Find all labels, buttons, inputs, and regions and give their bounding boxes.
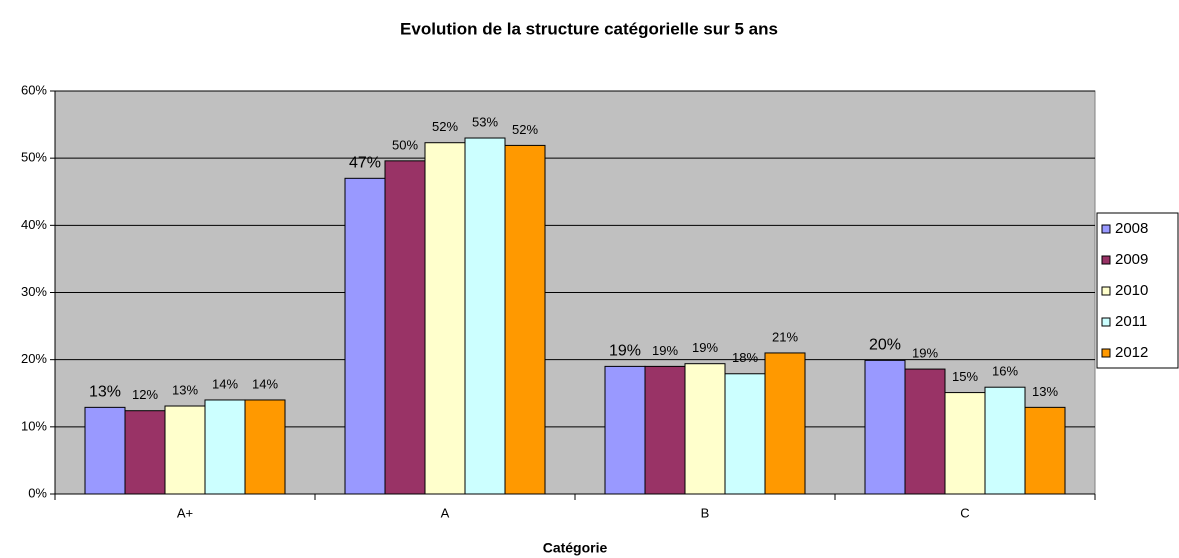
- value-label: 14%: [212, 376, 238, 391]
- y-tick-label: 10%: [21, 418, 47, 433]
- value-label: 12%: [132, 387, 158, 402]
- x-tick-label: B: [701, 505, 710, 520]
- value-label: 14%: [252, 376, 278, 391]
- bar: [684, 363, 726, 495]
- value-label: 13%: [172, 382, 198, 397]
- bar: [124, 410, 166, 495]
- legend-swatch: [1101, 224, 1111, 234]
- y-tick-label: 50%: [21, 150, 47, 165]
- bar: [764, 352, 806, 495]
- x-axis-title: Catégorie: [543, 540, 608, 556]
- value-label: 19%: [652, 343, 678, 358]
- value-label: 13%: [1032, 384, 1058, 399]
- value-label: 18%: [732, 350, 758, 365]
- x-tick-label: A: [441, 505, 450, 520]
- bar: [344, 177, 386, 495]
- bar: [864, 359, 906, 495]
- y-tick-label: 60%: [21, 82, 47, 97]
- y-tick-label: 40%: [21, 217, 47, 232]
- value-label: 16%: [992, 364, 1018, 379]
- bar: [944, 392, 986, 495]
- value-label: 15%: [952, 369, 978, 384]
- bar: [1024, 406, 1066, 495]
- value-label: 19%: [912, 346, 938, 361]
- bar: [424, 142, 466, 495]
- legend-label: 2011: [1115, 313, 1147, 330]
- y-tick-label: 30%: [21, 284, 47, 299]
- bar: [644, 365, 686, 495]
- legend-label: 2008: [1115, 220, 1148, 237]
- x-tick-label: C: [960, 505, 969, 520]
- chart-title: Evolution de la structure catégorielle s…: [400, 19, 778, 38]
- bar: [244, 399, 286, 495]
- y-tick-label: 20%: [21, 351, 47, 366]
- legend-swatch: [1101, 317, 1111, 327]
- value-label: 19%: [692, 340, 718, 355]
- bar: [204, 399, 246, 495]
- legend-label: 2012: [1115, 344, 1148, 361]
- bar: [904, 368, 946, 495]
- value-label: 20%: [869, 337, 901, 354]
- bar: [384, 160, 426, 495]
- legend-label: 2010: [1115, 282, 1148, 299]
- value-label: 13%: [89, 384, 121, 401]
- value-label: 50%: [392, 137, 418, 152]
- bar: [164, 405, 206, 495]
- bar: [504, 144, 546, 495]
- value-label: 52%: [432, 119, 458, 134]
- x-tick-label: A+: [177, 505, 193, 520]
- bar: [604, 365, 646, 495]
- value-label: 52%: [512, 122, 538, 137]
- legend-swatch: [1101, 255, 1111, 265]
- value-label: 19%: [609, 343, 641, 360]
- bar: [984, 386, 1026, 495]
- value-label: 47%: [349, 155, 381, 172]
- legend-label: 2009: [1115, 251, 1148, 268]
- legend-swatch: [1101, 286, 1111, 296]
- value-label: 53%: [472, 114, 498, 129]
- legend-swatch: [1101, 348, 1111, 358]
- bar: [724, 373, 766, 495]
- bar: [84, 406, 126, 495]
- value-label: 21%: [772, 329, 798, 344]
- y-tick-label: 0%: [28, 485, 47, 500]
- bar: [464, 137, 506, 495]
